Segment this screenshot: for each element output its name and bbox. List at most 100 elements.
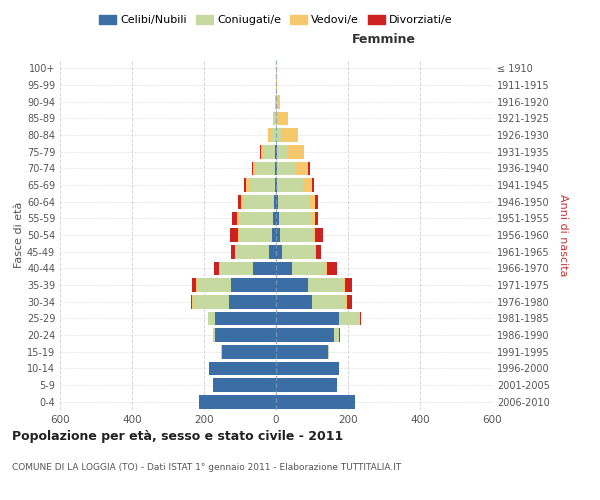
Legend: Celibi/Nubili, Coniugati/e, Vedovi/e, Divorziati/e: Celibi/Nubili, Coniugati/e, Vedovi/e, Di…: [95, 10, 457, 30]
Bar: [238, 195, 241, 208]
Bar: [287, 145, 304, 158]
Bar: [273, 212, 276, 225]
Bar: [296, 162, 308, 175]
Bar: [277, 178, 304, 192]
Bar: [276, 345, 328, 358]
Bar: [238, 228, 239, 242]
Bar: [312, 295, 346, 308]
Bar: [315, 245, 316, 258]
Bar: [276, 78, 277, 92]
Bar: [276, 328, 334, 342]
Bar: [261, 145, 264, 158]
Bar: [213, 328, 215, 342]
Bar: [279, 212, 312, 225]
Bar: [328, 345, 329, 358]
Bar: [276, 145, 277, 158]
Y-axis label: Fasce di età: Fasce di età: [14, 202, 24, 268]
Bar: [276, 178, 277, 192]
Bar: [276, 362, 339, 375]
Bar: [276, 378, 337, 392]
Bar: [276, 212, 279, 225]
Bar: [248, 178, 275, 192]
Bar: [242, 195, 274, 208]
Bar: [232, 245, 235, 258]
Bar: [275, 145, 276, 158]
Bar: [253, 162, 256, 175]
Bar: [315, 212, 319, 225]
Bar: [326, 262, 327, 275]
Bar: [277, 145, 287, 158]
Text: Popolazione per età, sesso e stato civile - 2011: Popolazione per età, sesso e stato civil…: [12, 430, 343, 443]
Bar: [222, 345, 276, 358]
Bar: [239, 212, 273, 225]
Bar: [276, 245, 283, 258]
Bar: [345, 278, 352, 292]
Bar: [281, 128, 298, 142]
Bar: [215, 328, 276, 342]
Bar: [275, 178, 276, 192]
Bar: [213, 378, 276, 392]
Bar: [292, 262, 326, 275]
Bar: [310, 195, 315, 208]
Bar: [241, 195, 242, 208]
Bar: [347, 295, 352, 308]
Bar: [231, 278, 276, 292]
Bar: [277, 95, 280, 108]
Bar: [277, 112, 278, 125]
Bar: [344, 278, 345, 292]
Bar: [276, 162, 277, 175]
Bar: [272, 228, 276, 242]
Bar: [196, 278, 197, 292]
Bar: [276, 228, 280, 242]
Bar: [308, 278, 344, 292]
Bar: [208, 312, 215, 325]
Bar: [221, 345, 222, 358]
Bar: [219, 262, 220, 275]
Bar: [269, 245, 276, 258]
Bar: [275, 162, 276, 175]
Bar: [276, 262, 292, 275]
Bar: [316, 245, 320, 258]
Bar: [197, 278, 231, 292]
Bar: [220, 262, 253, 275]
Bar: [313, 178, 314, 192]
Bar: [278, 112, 288, 125]
Bar: [359, 312, 361, 325]
Bar: [276, 295, 312, 308]
Bar: [232, 212, 238, 225]
Bar: [346, 295, 347, 308]
Bar: [253, 262, 276, 275]
Bar: [276, 278, 308, 292]
Bar: [271, 128, 275, 142]
Bar: [252, 162, 253, 175]
Bar: [192, 278, 196, 292]
Bar: [236, 245, 269, 258]
Bar: [273, 112, 274, 125]
Bar: [283, 245, 315, 258]
Text: COMUNE DI LA LOGGIA (TO) - Dati ISTAT 1° gennaio 2011 - Elaborazione TUTTITALIA.: COMUNE DI LA LOGGIA (TO) - Dati ISTAT 1°…: [12, 463, 401, 472]
Text: Femmine: Femmine: [352, 33, 416, 46]
Bar: [275, 95, 276, 108]
Bar: [268, 128, 271, 142]
Bar: [260, 145, 261, 158]
Bar: [229, 295, 276, 308]
Bar: [238, 212, 239, 225]
Bar: [277, 128, 281, 142]
Bar: [215, 312, 276, 325]
Bar: [199, 395, 276, 408]
Bar: [278, 195, 310, 208]
Bar: [193, 295, 229, 308]
Bar: [276, 312, 339, 325]
Bar: [276, 195, 278, 208]
Bar: [264, 145, 275, 158]
Bar: [191, 295, 193, 308]
Bar: [246, 178, 248, 192]
Bar: [276, 95, 277, 108]
Bar: [256, 162, 275, 175]
Bar: [280, 228, 313, 242]
Bar: [239, 228, 272, 242]
Bar: [209, 362, 276, 375]
Bar: [327, 262, 337, 275]
Bar: [339, 312, 359, 325]
Bar: [334, 328, 339, 342]
